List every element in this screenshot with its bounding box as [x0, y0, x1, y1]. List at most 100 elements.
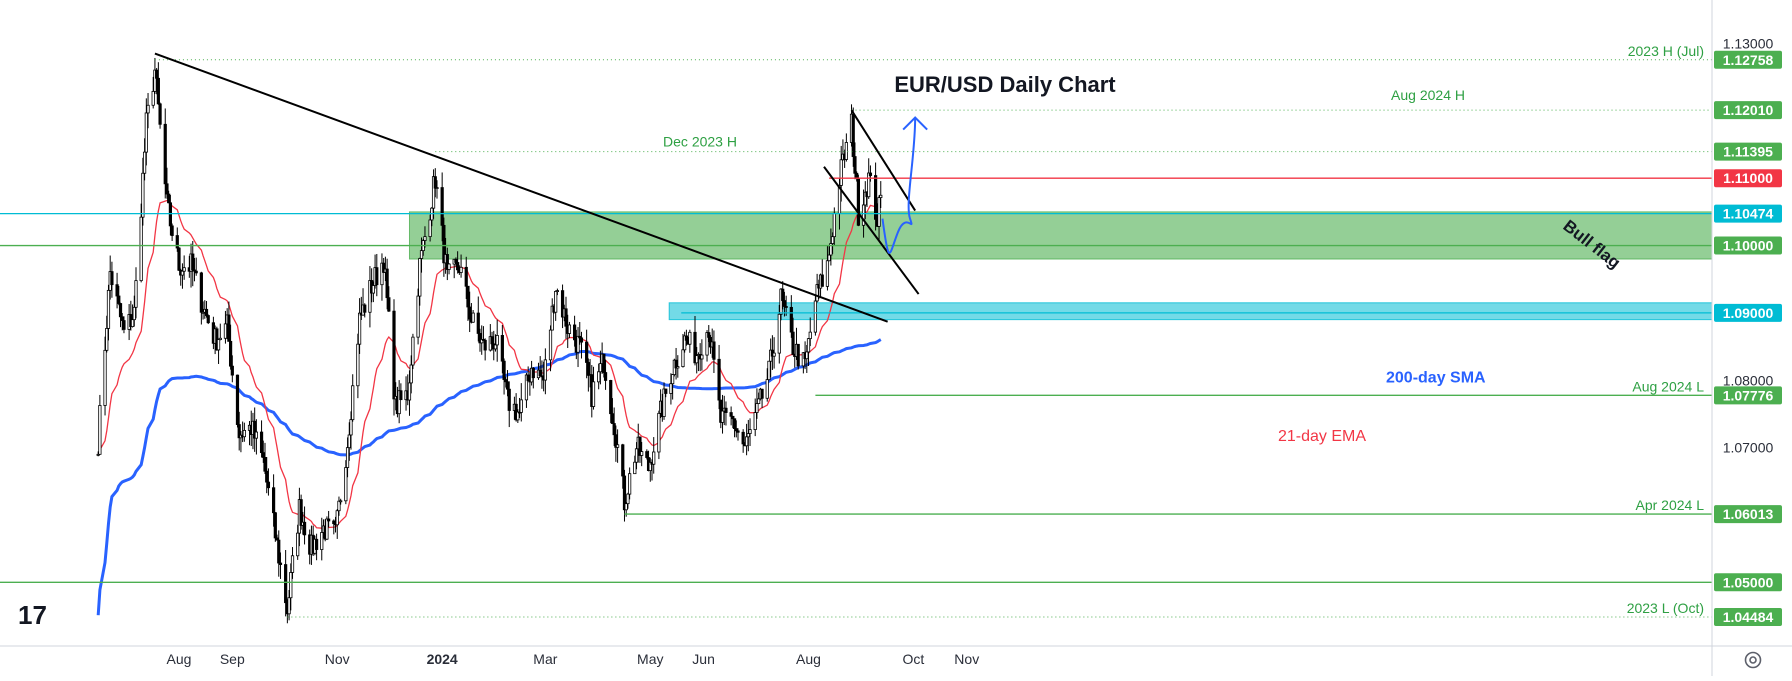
resistance-zone: [668, 302, 1712, 321]
candle-body-80: [289, 572, 293, 599]
candle-159: [480, 325, 484, 355]
candle-178: [526, 366, 530, 382]
candle-body-206: [591, 381, 596, 407]
y-tick-label-2: 1.07000: [1723, 440, 1774, 456]
candle-187: [548, 325, 553, 372]
candle-body-306: [832, 212, 836, 238]
candle-165: [493, 334, 498, 352]
candle-body-257: [717, 358, 721, 401]
price-tag-box-0: [1714, 50, 1782, 69]
x-tick-label-5: May: [637, 651, 663, 667]
flag-upper-line: [850, 109, 917, 212]
candle-body-133: [418, 258, 422, 297]
candle-201: [579, 331, 584, 359]
price-tag-10: 1.04484: [1714, 608, 1782, 627]
candle-129: [407, 370, 412, 416]
candle-body-40: [192, 269, 197, 272]
candle-body-317: [861, 204, 866, 226]
candle-body-107: [356, 343, 360, 387]
candle-body-54: [227, 314, 231, 342]
candle-body-32: [175, 235, 179, 249]
candle-body-159: [480, 339, 484, 344]
candle-body-246: [688, 331, 692, 345]
candle-body-221: [628, 473, 632, 495]
tradingview-logo[interactable]: 17: [18, 600, 47, 630]
candle-276: [760, 388, 764, 408]
candle-294: [805, 344, 809, 373]
candle-body-108: [357, 312, 362, 345]
candle-143: [442, 217, 446, 277]
candle-body-51: [218, 337, 222, 341]
candle-72: [271, 474, 276, 527]
candle-40: [192, 258, 197, 282]
candle-body-68: [261, 452, 265, 458]
candle-265: [734, 420, 738, 438]
candle-body-121: [387, 297, 391, 312]
price-tag-text-1: 1.12010: [1723, 102, 1774, 118]
candle-body-86: [302, 521, 307, 536]
candle-296: [808, 317, 812, 347]
candle-57: [235, 374, 240, 428]
candle-body-126: [399, 390, 403, 401]
candle-body-9: [118, 303, 123, 318]
candle-body-101: [339, 500, 343, 503]
candle-84: [299, 494, 303, 530]
candle-207: [597, 363, 601, 390]
candle-45: [204, 301, 209, 318]
candle-24: [155, 67, 159, 95]
candle-192: [560, 284, 565, 329]
candle-157: [476, 296, 480, 342]
candle-body-321: [868, 172, 873, 176]
price-tag-box-7: [1714, 386, 1782, 405]
candle-242: [681, 333, 685, 368]
candle-body-23: [153, 69, 157, 92]
candle-100: [337, 496, 341, 516]
candle-body-247: [693, 331, 697, 364]
level-label-7: Aug 2024 L: [1632, 378, 1704, 394]
level-label-1: Aug 2024 H: [1391, 87, 1465, 103]
settings-gear-icon[interactable]: [1744, 651, 1762, 669]
time-axis[interactable]: Aug Sep Nov 2024 Mar May Jun Aug Oct Nov: [167, 651, 980, 667]
candle-body-217: [621, 444, 625, 477]
candle-217: [621, 443, 625, 489]
candle-body-146: [447, 263, 451, 270]
candle-66: [254, 419, 258, 455]
price-tags: 1.12758 1.12010 1.11395 1.11000 1.10474 1.100…: [1714, 50, 1782, 627]
candle-288: [791, 317, 795, 355]
candle-body-211: [603, 372, 608, 381]
candle-body-154: [468, 306, 472, 320]
candle-body-176: [519, 399, 523, 413]
candle-236: [664, 388, 668, 398]
x-tick-label-2: Nov: [325, 651, 350, 667]
candle-body-199: [576, 335, 580, 353]
candle-120: [385, 258, 389, 310]
candle-body-16: [134, 280, 138, 308]
candle-277: [765, 368, 769, 402]
candle-body-95: [325, 518, 329, 540]
candle-body-153: [466, 285, 470, 308]
candle-31: [170, 223, 174, 241]
candle-body-26: [158, 103, 162, 125]
candle-114: [371, 281, 375, 303]
candle-191: [555, 288, 560, 296]
candle-176: [519, 383, 523, 422]
price-axis[interactable]: 1.13000 1.08000 1.07000: [1723, 36, 1774, 456]
candle-149: [456, 251, 460, 274]
candle-9: [118, 302, 123, 328]
candle-body-269: [745, 436, 749, 447]
candle-body-304: [829, 243, 833, 256]
price-tag-text-5: 1.10000: [1723, 238, 1774, 254]
candle-292: [801, 352, 805, 374]
candle-92: [320, 517, 324, 561]
candle-body-262: [729, 412, 733, 417]
candle-body-295: [806, 338, 811, 353]
candle-314: [853, 142, 857, 180]
forecast-arrowhead: [902, 116, 928, 131]
candle-body-92: [320, 532, 324, 550]
candle-body-248: [695, 355, 699, 364]
candle-235: [662, 382, 666, 420]
candle-174: [516, 409, 520, 424]
candle-body-82: [296, 532, 300, 557]
candle-body-39: [191, 253, 195, 271]
